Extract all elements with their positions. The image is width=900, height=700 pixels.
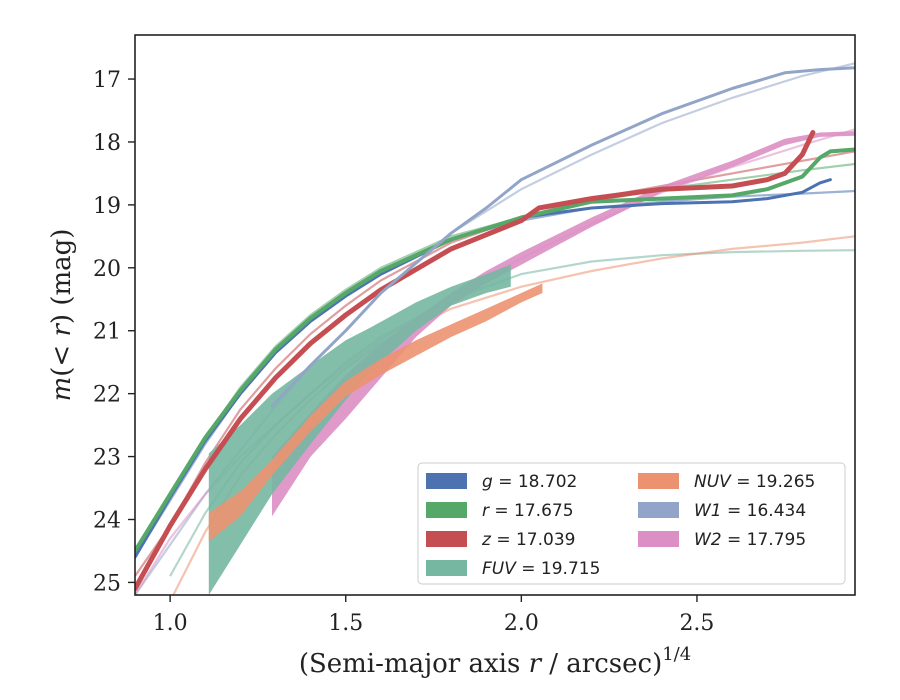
legend-swatch-g: [426, 473, 467, 489]
y-tick-label: 18: [93, 131, 121, 156]
y-axis-label-end: ) (mag): [47, 229, 77, 325]
x-axis-label: (Semi-major axis r / arcsec)1/4: [299, 644, 691, 679]
y-axis-label-m: m: [47, 377, 77, 402]
legend-label-z: z = 17.039: [481, 530, 575, 550]
y-axis-label-r: r: [47, 323, 77, 337]
legend-label-w2: W2 = 17.795: [694, 530, 806, 550]
y-tick-label: 19: [93, 194, 121, 219]
x-axis-label-prefix: (Semi-major axis: [299, 649, 529, 679]
x-tick-label: 1.5: [328, 611, 363, 636]
legend-label-nuv: NUV = 19.265: [694, 472, 815, 492]
y-tick-label: 17: [93, 68, 121, 93]
series-band-fuv: [208, 264, 511, 595]
legend-label-g: g = 18.702: [482, 472, 577, 492]
y-tick-label: 22: [93, 383, 121, 408]
x-tick-label: 2.5: [679, 611, 714, 636]
legend-box: [417, 462, 846, 585]
legend-label-w1: W1 = 16.434: [694, 501, 806, 521]
legend-swatch-w2: [638, 531, 679, 547]
y-tick-label: 20: [93, 257, 121, 282]
x-axis-label-exponent: 1/4: [662, 644, 691, 665]
legend-swatch-w1: [638, 502, 679, 518]
legend-swatch-nuv: [638, 473, 679, 489]
x-axis-label-var: r: [529, 649, 543, 679]
legend-label-fuv: FUV = 19.715: [482, 559, 600, 579]
y-axis-label-mid: (<: [47, 337, 77, 377]
axis-ticks: 1.0 1.5 2.0 2.5 17 18 19 20 21 22 23 24 25: [93, 68, 714, 636]
plot-frame: [134, 34, 856, 596]
x-tick-label: 2.0: [504, 611, 539, 636]
legend-swatch-r: [426, 502, 467, 518]
x-axis-label-mid: / arcsec): [541, 649, 662, 679]
legend-swatch-z: [426, 531, 467, 547]
plot-area: [135, 62, 855, 595]
legend-label-r: r = 17.675: [482, 501, 574, 521]
series-line-z-model: [135, 150, 855, 577]
y-tick-label: 25: [93, 571, 121, 596]
y-tick-label: 21: [93, 320, 121, 345]
y-tick-label: 23: [93, 446, 121, 471]
series-line-z: [135, 130, 816, 592]
series-line-w1: [270, 66, 855, 408]
series-line-r: [135, 147, 855, 553]
y-axis-label: m(< r) (mag): [47, 229, 77, 402]
x-tick-label: 1.0: [153, 611, 188, 636]
legend-swatch-fuv: [426, 560, 467, 576]
y-tick-label: 24: [93, 508, 121, 533]
legend: g = 18.702 r = 17.675 z = 17.039 FUV = 19.7…: [417, 462, 846, 585]
